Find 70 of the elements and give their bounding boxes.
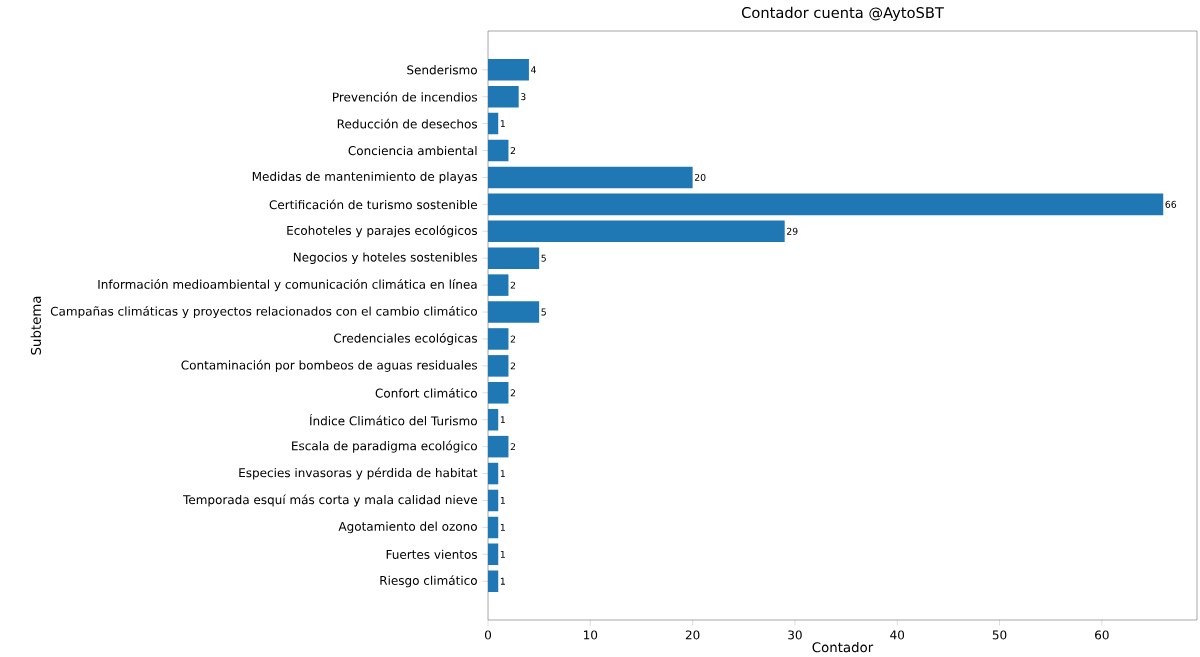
bar — [488, 193, 1164, 216]
y-tick-label: Temporada esquí más corta y mala calidad nieve — [183, 494, 478, 507]
bar — [488, 355, 509, 377]
bar — [488, 301, 540, 323]
data-label: 1 — [500, 550, 505, 558]
y-axis-title: Subtema — [30, 296, 41, 355]
bar — [488, 408, 499, 431]
y-tick-label: Confort climático — [375, 387, 477, 398]
y-tick-label: Campañas climáticas y proyectos relacionados con el cambio climático — [50, 305, 478, 319]
y-tick-label: Negocios y hoteles sostenibles — [293, 252, 478, 264]
x-tick-label: 40 — [890, 630, 905, 640]
bar — [488, 489, 499, 512]
data-label: 1 — [500, 577, 505, 585]
y-tick-label: Reducción de desechos — [337, 118, 478, 129]
x-tick-label: 20 — [685, 630, 700, 640]
data-label: 2 — [510, 362, 516, 370]
y-tick-label: Riesgo climático — [380, 575, 477, 588]
bar — [488, 139, 509, 162]
bar — [488, 328, 509, 350]
bar — [488, 462, 499, 485]
data-label: 66 — [1165, 200, 1177, 208]
data-label: 1 — [500, 470, 505, 477]
bar — [488, 274, 509, 296]
data-label: 1 — [500, 416, 505, 424]
bar — [488, 516, 499, 539]
x-tick-label: 60 — [1095, 630, 1109, 640]
data-label: 2 — [510, 147, 516, 154]
x-tick-label: 30 — [788, 630, 802, 640]
bar — [488, 85, 519, 108]
x-tick-label: 50 — [992, 630, 1007, 640]
y-tick-label: Prevención de incendios — [333, 91, 478, 102]
data-label: 29 — [786, 227, 798, 235]
y-tick-label: Conciencia ambiental — [348, 145, 477, 156]
data-label: 2 — [510, 281, 516, 289]
data-label: 2 — [510, 389, 516, 397]
bar — [488, 59, 529, 81]
bar — [488, 166, 693, 189]
y-tick-label: Escala de paradigma ecológico — [292, 440, 477, 453]
bar — [488, 112, 499, 135]
y-tick-label: Senderismo — [407, 65, 477, 75]
data-label: 1 — [500, 524, 505, 531]
data-label: 2 — [510, 335, 516, 343]
y-tick-label: Credenciales ecológicas — [334, 332, 478, 345]
data-label: 5 — [541, 254, 546, 262]
y-tick-label: Contaminación por bombeos de aguas residuales — [181, 359, 478, 372]
y-tick-label: Certificación de turismo sostenible — [269, 199, 477, 210]
x-tick-label: 10 — [583, 630, 598, 640]
data-label: 3 — [521, 93, 526, 101]
y-tick-label: Información medioambiental y comunicación climática en línea — [98, 279, 477, 292]
bar — [488, 382, 509, 404]
data-label: 5 — [541, 308, 546, 316]
y-tick-label: Ecohoteles y parajes ecológicos — [287, 225, 478, 238]
y-tick-label: Agotamiento del ozono — [338, 521, 477, 534]
data-label: 20 — [694, 173, 706, 181]
bar — [488, 435, 509, 458]
data-label: 1 — [500, 497, 505, 504]
bar — [488, 570, 499, 592]
data-label: 2 — [510, 443, 516, 451]
y-tick-label: Índice Climático del Turismo — [309, 414, 477, 426]
y-tick-label: Especies invasoras y pérdida de habitat — [239, 467, 478, 480]
x-axis-title: Contador — [812, 641, 874, 653]
data-label: 1 — [500, 120, 505, 128]
x-tick-label: 0 — [484, 630, 492, 640]
data-label: 4 — [530, 66, 536, 74]
y-tick-label: Fuertes vientos — [386, 549, 478, 559]
bar — [488, 247, 540, 269]
y-tick-label: Medidas de mantenimiento de playas — [252, 171, 478, 184]
chart-title: Contador cuenta @AytoSBT — [741, 6, 944, 21]
bar — [488, 220, 785, 243]
bar — [488, 543, 499, 566]
